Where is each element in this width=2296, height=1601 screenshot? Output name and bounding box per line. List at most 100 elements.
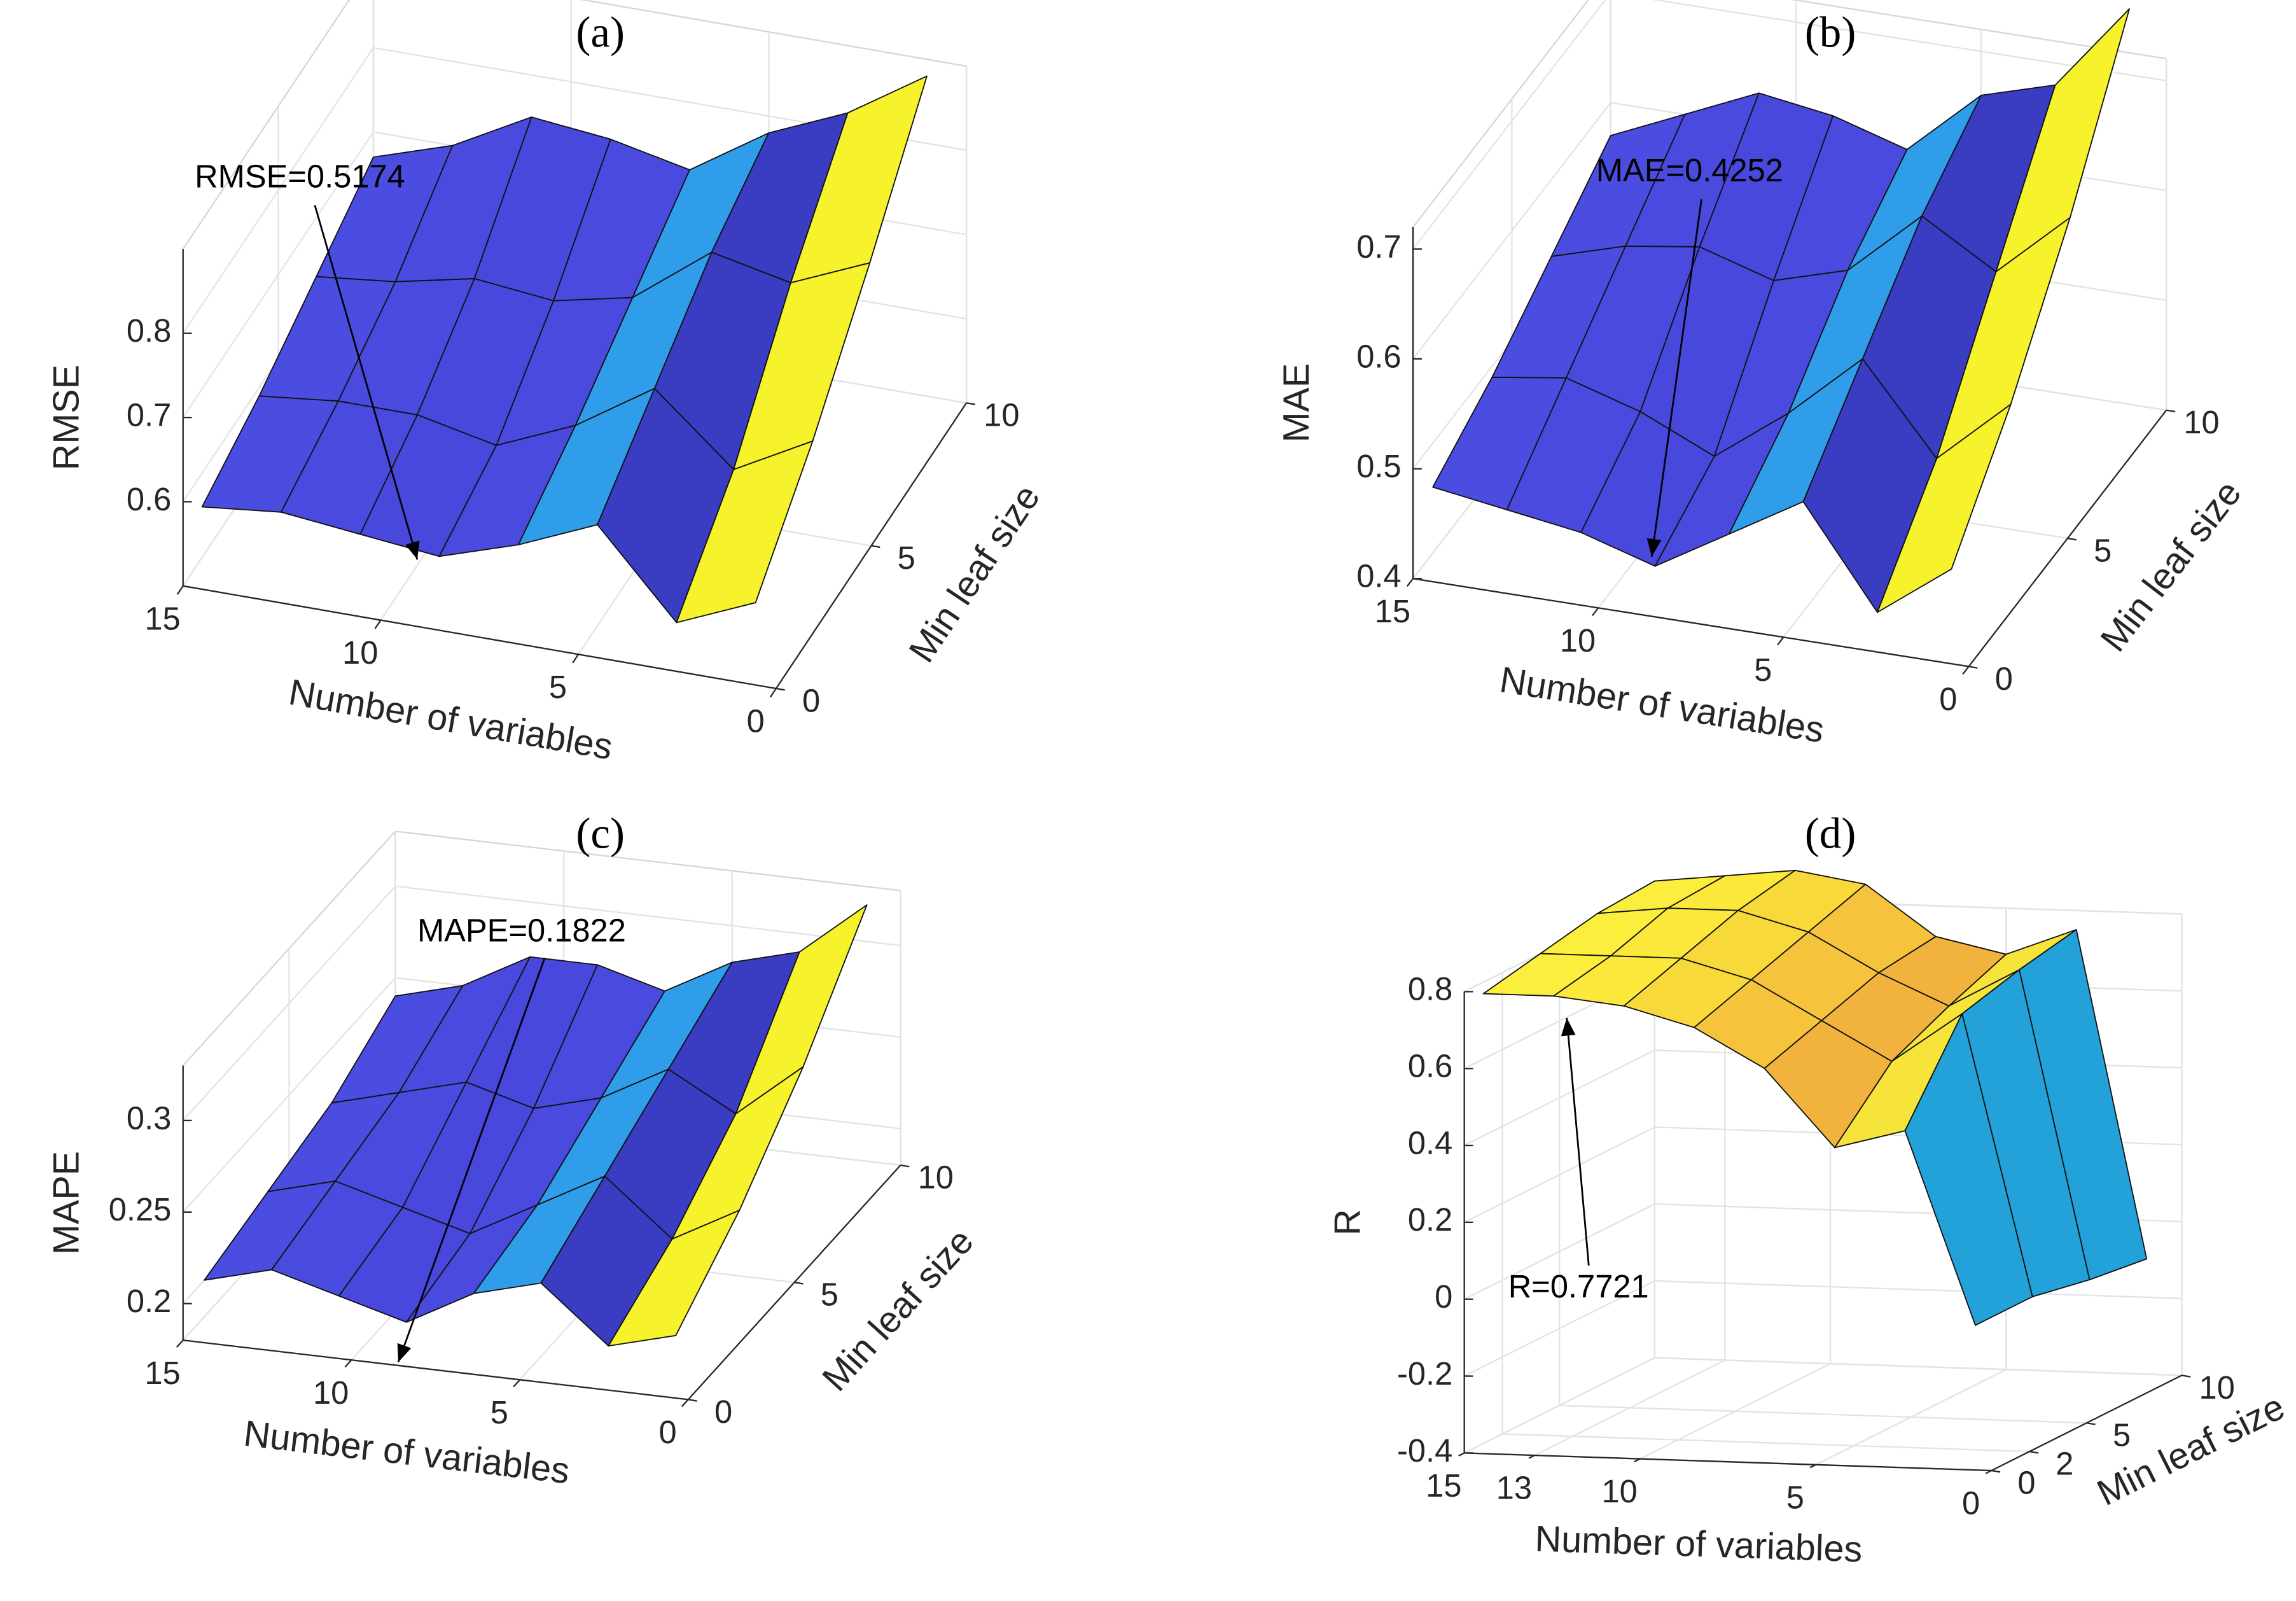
x-axis bbox=[183, 1339, 688, 1401]
y-tick bbox=[2166, 409, 2176, 413]
z-tick-label: 0.4 bbox=[1408, 1124, 1452, 1161]
x-axis-label: Number of variables bbox=[242, 1413, 572, 1492]
x-tick-label: 15 bbox=[1375, 593, 1410, 629]
x-tick-label: 0 bbox=[1962, 1485, 1980, 1521]
z-tick-label: 0.4 bbox=[1356, 558, 1401, 594]
z-tick-label: 0.2 bbox=[127, 1283, 171, 1319]
z-axis-label: MAE bbox=[1276, 363, 1317, 443]
x-tick-label: 10 bbox=[342, 634, 378, 671]
y-tick-label: 5 bbox=[2113, 1417, 2131, 1453]
x-tick bbox=[1634, 1458, 1641, 1463]
z-tick-label: 0.5 bbox=[1356, 448, 1401, 484]
y-tick-label: 0 bbox=[714, 1394, 732, 1430]
panel-title: (c) bbox=[576, 809, 625, 858]
x-tick bbox=[1528, 1455, 1535, 1459]
y-tick bbox=[871, 545, 880, 549]
x-tick bbox=[1592, 607, 1599, 617]
x-axis bbox=[1464, 1452, 1992, 1472]
grid-line bbox=[182, 46, 967, 334]
y-axis-label: Min leaf size bbox=[901, 478, 1048, 670]
x-tick bbox=[1777, 636, 1785, 646]
surface-face bbox=[1904, 1013, 2033, 1326]
x-tick bbox=[176, 585, 184, 595]
y-axis-label: Min leaf size bbox=[814, 1221, 981, 1399]
z-tick-label: 0.6 bbox=[127, 481, 171, 517]
box-edge bbox=[580, 0, 967, 67]
x-axis-label: Number of variables bbox=[1497, 659, 1826, 751]
annotation-arrow bbox=[1650, 199, 1702, 557]
panel-title: (a) bbox=[576, 8, 625, 57]
x-tick-label: 10 bbox=[313, 1374, 349, 1411]
surface-face bbox=[608, 1210, 741, 1347]
x-tick bbox=[1458, 1452, 1465, 1457]
x-tick-label: 5 bbox=[549, 669, 567, 705]
z-tick-label: 0.8 bbox=[1408, 971, 1452, 1007]
annotation: RMSE=0.5174 bbox=[195, 158, 405, 194]
x-tick-label: 0 bbox=[747, 703, 765, 739]
surface-face bbox=[676, 440, 814, 624]
y-tick bbox=[2029, 1450, 2039, 1454]
z-axis-label: MAPE bbox=[46, 1151, 87, 1255]
z-axis-label: RMSE bbox=[46, 365, 87, 470]
x-tick bbox=[176, 1339, 184, 1348]
x-tick bbox=[344, 1359, 352, 1368]
y-tick-label: 0 bbox=[1995, 661, 2013, 697]
y-tick bbox=[1991, 1469, 2001, 1473]
arrow-head bbox=[1646, 538, 1662, 557]
panel: 0 5 10 15 0 5 10 0.4 0.5 0.6 0.7 Number of variable… bbox=[1276, 0, 2250, 751]
z-tick-label: 0.6 bbox=[1356, 338, 1401, 374]
x-tick-label: 15 bbox=[144, 600, 180, 636]
z-tick-label: 0.25 bbox=[109, 1191, 172, 1227]
z-tick-label: 0.7 bbox=[1356, 228, 1401, 265]
y-tick-label: 5 bbox=[2094, 532, 2112, 568]
x-tick-label: 15 bbox=[144, 1355, 180, 1391]
x-tick bbox=[1809, 1464, 1816, 1469]
x-axis bbox=[1412, 578, 1969, 668]
annotation: MAPE=0.1822 bbox=[417, 912, 626, 949]
x-tick bbox=[374, 619, 382, 629]
surface-face bbox=[1877, 403, 2012, 613]
y-tick bbox=[794, 1282, 804, 1285]
annotation-arrow bbox=[1566, 1017, 1590, 1266]
x-tick bbox=[572, 654, 580, 664]
z-tick-label: 0.7 bbox=[127, 396, 171, 433]
arrow-head bbox=[397, 1343, 412, 1362]
x-tick-label: 5 bbox=[1754, 652, 1772, 688]
y-tick-label: 10 bbox=[918, 1159, 954, 1196]
y-tick bbox=[1968, 666, 1978, 669]
y-tick-label: 5 bbox=[898, 540, 915, 576]
grid-line bbox=[1464, 1357, 2182, 1454]
x-tick bbox=[769, 688, 777, 698]
y-tick-label: 2 bbox=[2056, 1445, 2073, 1481]
y-tick-label: 10 bbox=[2199, 1369, 2235, 1406]
y-tick bbox=[776, 687, 785, 691]
y-tick-label: 10 bbox=[2183, 404, 2219, 440]
z-tick-label: 0.2 bbox=[1408, 1201, 1452, 1238]
z-tick-label: 0.3 bbox=[127, 1100, 171, 1136]
x-tick bbox=[1962, 666, 1970, 675]
box-edge bbox=[1790, 0, 2167, 60]
grid-line bbox=[1412, 0, 2167, 250]
y-tick bbox=[2181, 1374, 2191, 1378]
x-tick-label: 13 bbox=[1496, 1470, 1532, 1506]
x-tick-label: 10 bbox=[1560, 622, 1596, 659]
z-tick-label: 0.8 bbox=[127, 312, 171, 349]
x-tick-label: 10 bbox=[1601, 1473, 1637, 1509]
y-tick bbox=[688, 1399, 697, 1402]
panel-title: (d) bbox=[1805, 809, 1856, 858]
x-axis-label: Number of variables bbox=[1534, 1518, 1863, 1570]
y-tick-label: 0 bbox=[802, 682, 820, 718]
z-tick-label: 0 bbox=[1435, 1278, 1452, 1315]
x-axis bbox=[183, 585, 777, 690]
z-axis-label: R bbox=[1327, 1209, 1368, 1236]
annotation: R=0.7721 bbox=[1508, 1268, 1649, 1304]
x-tick bbox=[1406, 578, 1414, 587]
arrow-head bbox=[405, 540, 420, 560]
annotation-arrow bbox=[397, 957, 546, 1363]
y-tick bbox=[2086, 1422, 2096, 1425]
x-tick bbox=[513, 1379, 520, 1388]
arrow-head bbox=[1561, 1017, 1576, 1037]
